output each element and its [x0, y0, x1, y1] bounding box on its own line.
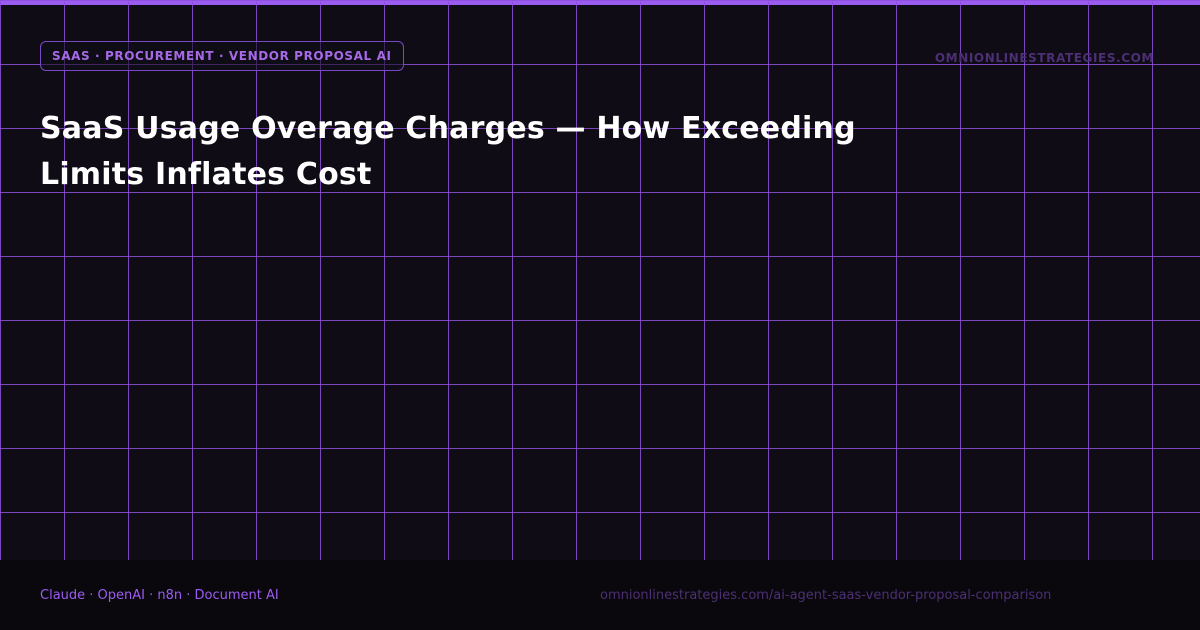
- page-title: SaaS Usage Overage Charges — How Exceedi…: [40, 111, 856, 192]
- page-url: omnionlinestrategies.com/ai-agent-saas-v…: [600, 588, 1052, 603]
- tech-stack-label: Claude · OpenAI · n8n · Document AI: [40, 588, 279, 603]
- site-domain: OMNIONLINESTRATEGIES.COM: [934, 51, 1154, 65]
- background-grid: [0, 0, 1200, 560]
- category-tag: SAAS · PROCUREMENT · VENDOR PROPOSAL AI: [40, 41, 404, 71]
- footer-bar: [0, 560, 1200, 630]
